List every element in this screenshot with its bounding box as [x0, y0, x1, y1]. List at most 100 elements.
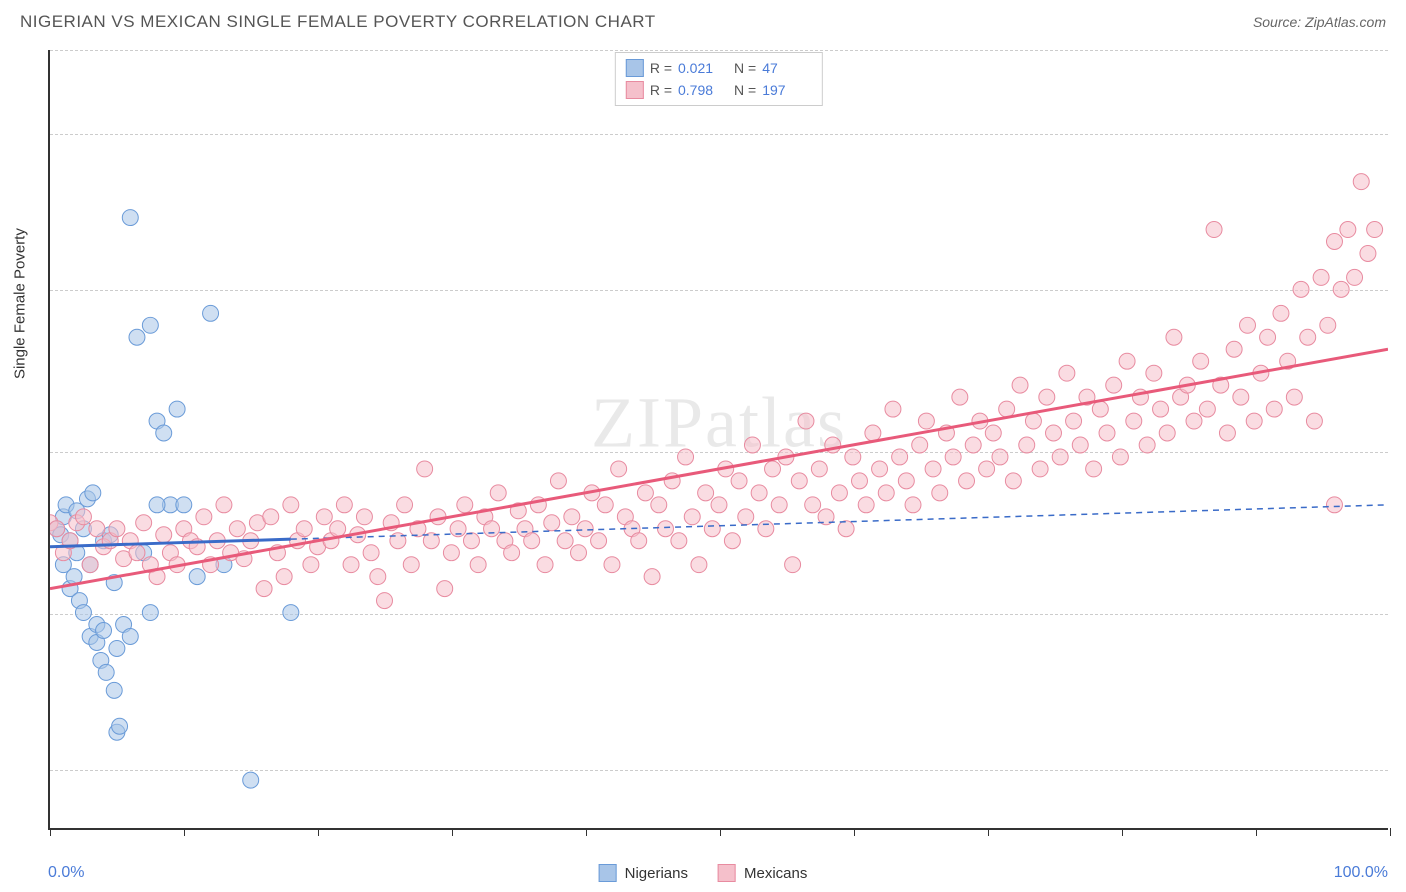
data-point: [98, 664, 114, 680]
data-point: [872, 461, 888, 477]
data-point: [905, 497, 921, 513]
data-point: [684, 509, 700, 525]
data-point: [704, 521, 720, 537]
data-point: [363, 545, 379, 561]
data-point: [751, 485, 767, 501]
data-point: [691, 557, 707, 573]
data-point: [490, 485, 506, 501]
data-point: [75, 509, 91, 525]
data-point: [564, 509, 580, 525]
x-tick: [50, 828, 51, 836]
data-point: [356, 509, 372, 525]
data-point: [1286, 389, 1302, 405]
data-point: [945, 449, 961, 465]
data-point: [1106, 377, 1122, 393]
series-legend: Nigerians Mexicans: [599, 864, 808, 882]
x-axis-max-label: 100.0%: [1334, 864, 1388, 882]
n-label: N =: [734, 82, 756, 98]
data-point: [142, 605, 158, 621]
data-point: [109, 521, 125, 537]
legend-label: Mexicans: [744, 865, 807, 882]
x-axis-min-label: 0.0%: [48, 864, 84, 882]
data-point: [129, 545, 145, 561]
data-point: [1092, 401, 1108, 417]
x-tick: [184, 828, 185, 836]
data-point: [122, 629, 138, 645]
data-point: [631, 533, 647, 549]
x-tick: [1122, 828, 1123, 836]
data-point: [1059, 365, 1075, 381]
data-point: [932, 485, 948, 501]
data-point: [985, 425, 1001, 441]
data-point: [858, 497, 874, 513]
data-point: [965, 437, 981, 453]
legend-item: Mexicans: [718, 864, 807, 882]
source-label: Source: ZipAtlas.com: [1253, 14, 1386, 30]
data-point: [397, 497, 413, 513]
data-point: [1226, 341, 1242, 357]
data-point: [550, 473, 566, 489]
data-point: [1300, 329, 1316, 345]
data-point: [1126, 413, 1142, 429]
x-tick: [988, 828, 989, 836]
x-tick: [586, 828, 587, 836]
data-point: [1320, 317, 1336, 333]
data-point: [377, 593, 393, 609]
data-point: [169, 401, 185, 417]
legend-swatch: [718, 864, 736, 882]
data-point: [109, 640, 125, 656]
data-point: [463, 533, 479, 549]
data-point: [1333, 281, 1349, 297]
data-point: [611, 461, 627, 477]
data-point: [678, 449, 694, 465]
data-point: [724, 533, 740, 549]
data-point: [698, 485, 714, 501]
data-point: [82, 557, 98, 573]
data-point: [256, 581, 272, 597]
data-point: [1159, 425, 1175, 441]
data-point: [470, 557, 486, 573]
data-point: [758, 521, 774, 537]
data-point: [591, 533, 607, 549]
data-point: [276, 569, 292, 585]
data-point: [992, 449, 1008, 465]
chart-plot-area: ZIPatlas R =0.021N =47R =0.798N =197 15.…: [48, 50, 1388, 830]
data-point: [216, 497, 232, 513]
data-point: [484, 521, 500, 537]
legend-label: Nigerians: [625, 865, 688, 882]
data-point: [524, 533, 540, 549]
data-point: [577, 521, 593, 537]
data-point: [122, 210, 138, 226]
data-point: [1112, 449, 1128, 465]
data-point: [1032, 461, 1048, 477]
data-point: [831, 485, 847, 501]
data-point: [738, 509, 754, 525]
data-point: [918, 413, 934, 429]
legend-item: Nigerians: [599, 864, 688, 882]
data-point: [1039, 389, 1055, 405]
data-point: [544, 515, 560, 531]
data-point: [1072, 437, 1088, 453]
data-point: [156, 425, 172, 441]
data-point: [1266, 401, 1282, 417]
data-point: [1005, 473, 1021, 489]
data-point: [1326, 497, 1342, 513]
data-point: [106, 682, 122, 698]
data-point: [196, 509, 212, 525]
data-point: [1353, 174, 1369, 190]
data-point: [999, 401, 1015, 417]
data-point: [711, 497, 727, 513]
data-point: [1019, 437, 1035, 453]
data-point: [1313, 269, 1329, 285]
r-value: 0.798: [678, 82, 728, 98]
data-point: [657, 521, 673, 537]
data-point: [203, 305, 219, 321]
data-point: [417, 461, 433, 477]
data-point: [644, 569, 660, 585]
data-point: [557, 533, 573, 549]
data-point: [1146, 365, 1162, 381]
chart-title: NIGERIAN VS MEXICAN SINGLE FEMALE POVERT…: [20, 12, 656, 32]
r-value: 0.021: [678, 60, 728, 76]
stats-row: R =0.021N =47: [626, 57, 812, 79]
data-point: [671, 533, 687, 549]
